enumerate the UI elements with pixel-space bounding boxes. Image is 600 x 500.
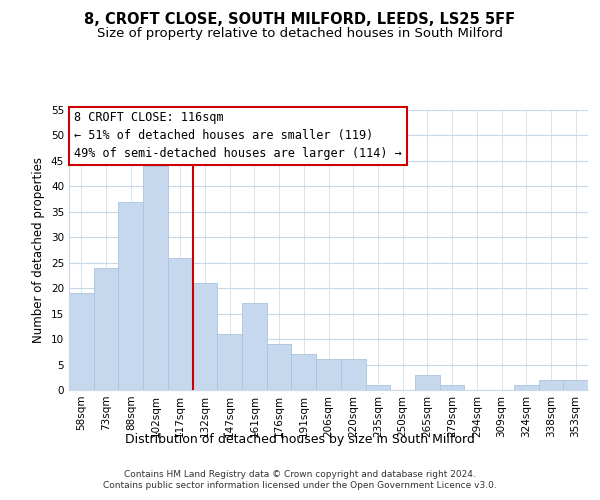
Text: Size of property relative to detached houses in South Milford: Size of property relative to detached ho… — [97, 28, 503, 40]
Bar — [242, 304, 267, 390]
Y-axis label: Number of detached properties: Number of detached properties — [32, 157, 46, 343]
Bar — [292, 354, 316, 390]
Bar — [69, 294, 94, 390]
Bar — [539, 380, 563, 390]
Bar — [514, 385, 539, 390]
Bar — [143, 166, 168, 390]
Text: 8 CROFT CLOSE: 116sqm
← 51% of detached houses are smaller (119)
49% of semi-det: 8 CROFT CLOSE: 116sqm ← 51% of detached … — [74, 112, 402, 160]
Text: Contains public sector information licensed under the Open Government Licence v3: Contains public sector information licen… — [103, 481, 497, 490]
Bar — [118, 202, 143, 390]
Bar — [168, 258, 193, 390]
Bar — [563, 380, 588, 390]
Bar — [316, 360, 341, 390]
Bar — [193, 283, 217, 390]
Bar — [217, 334, 242, 390]
Bar — [365, 385, 390, 390]
Text: 8, CROFT CLOSE, SOUTH MILFORD, LEEDS, LS25 5FF: 8, CROFT CLOSE, SOUTH MILFORD, LEEDS, LS… — [85, 12, 515, 28]
Text: Contains HM Land Registry data © Crown copyright and database right 2024.: Contains HM Land Registry data © Crown c… — [124, 470, 476, 479]
Text: Distribution of detached houses by size in South Milford: Distribution of detached houses by size … — [125, 432, 475, 446]
Bar — [94, 268, 118, 390]
Bar — [440, 385, 464, 390]
Bar — [267, 344, 292, 390]
Bar — [341, 360, 365, 390]
Bar — [415, 374, 440, 390]
